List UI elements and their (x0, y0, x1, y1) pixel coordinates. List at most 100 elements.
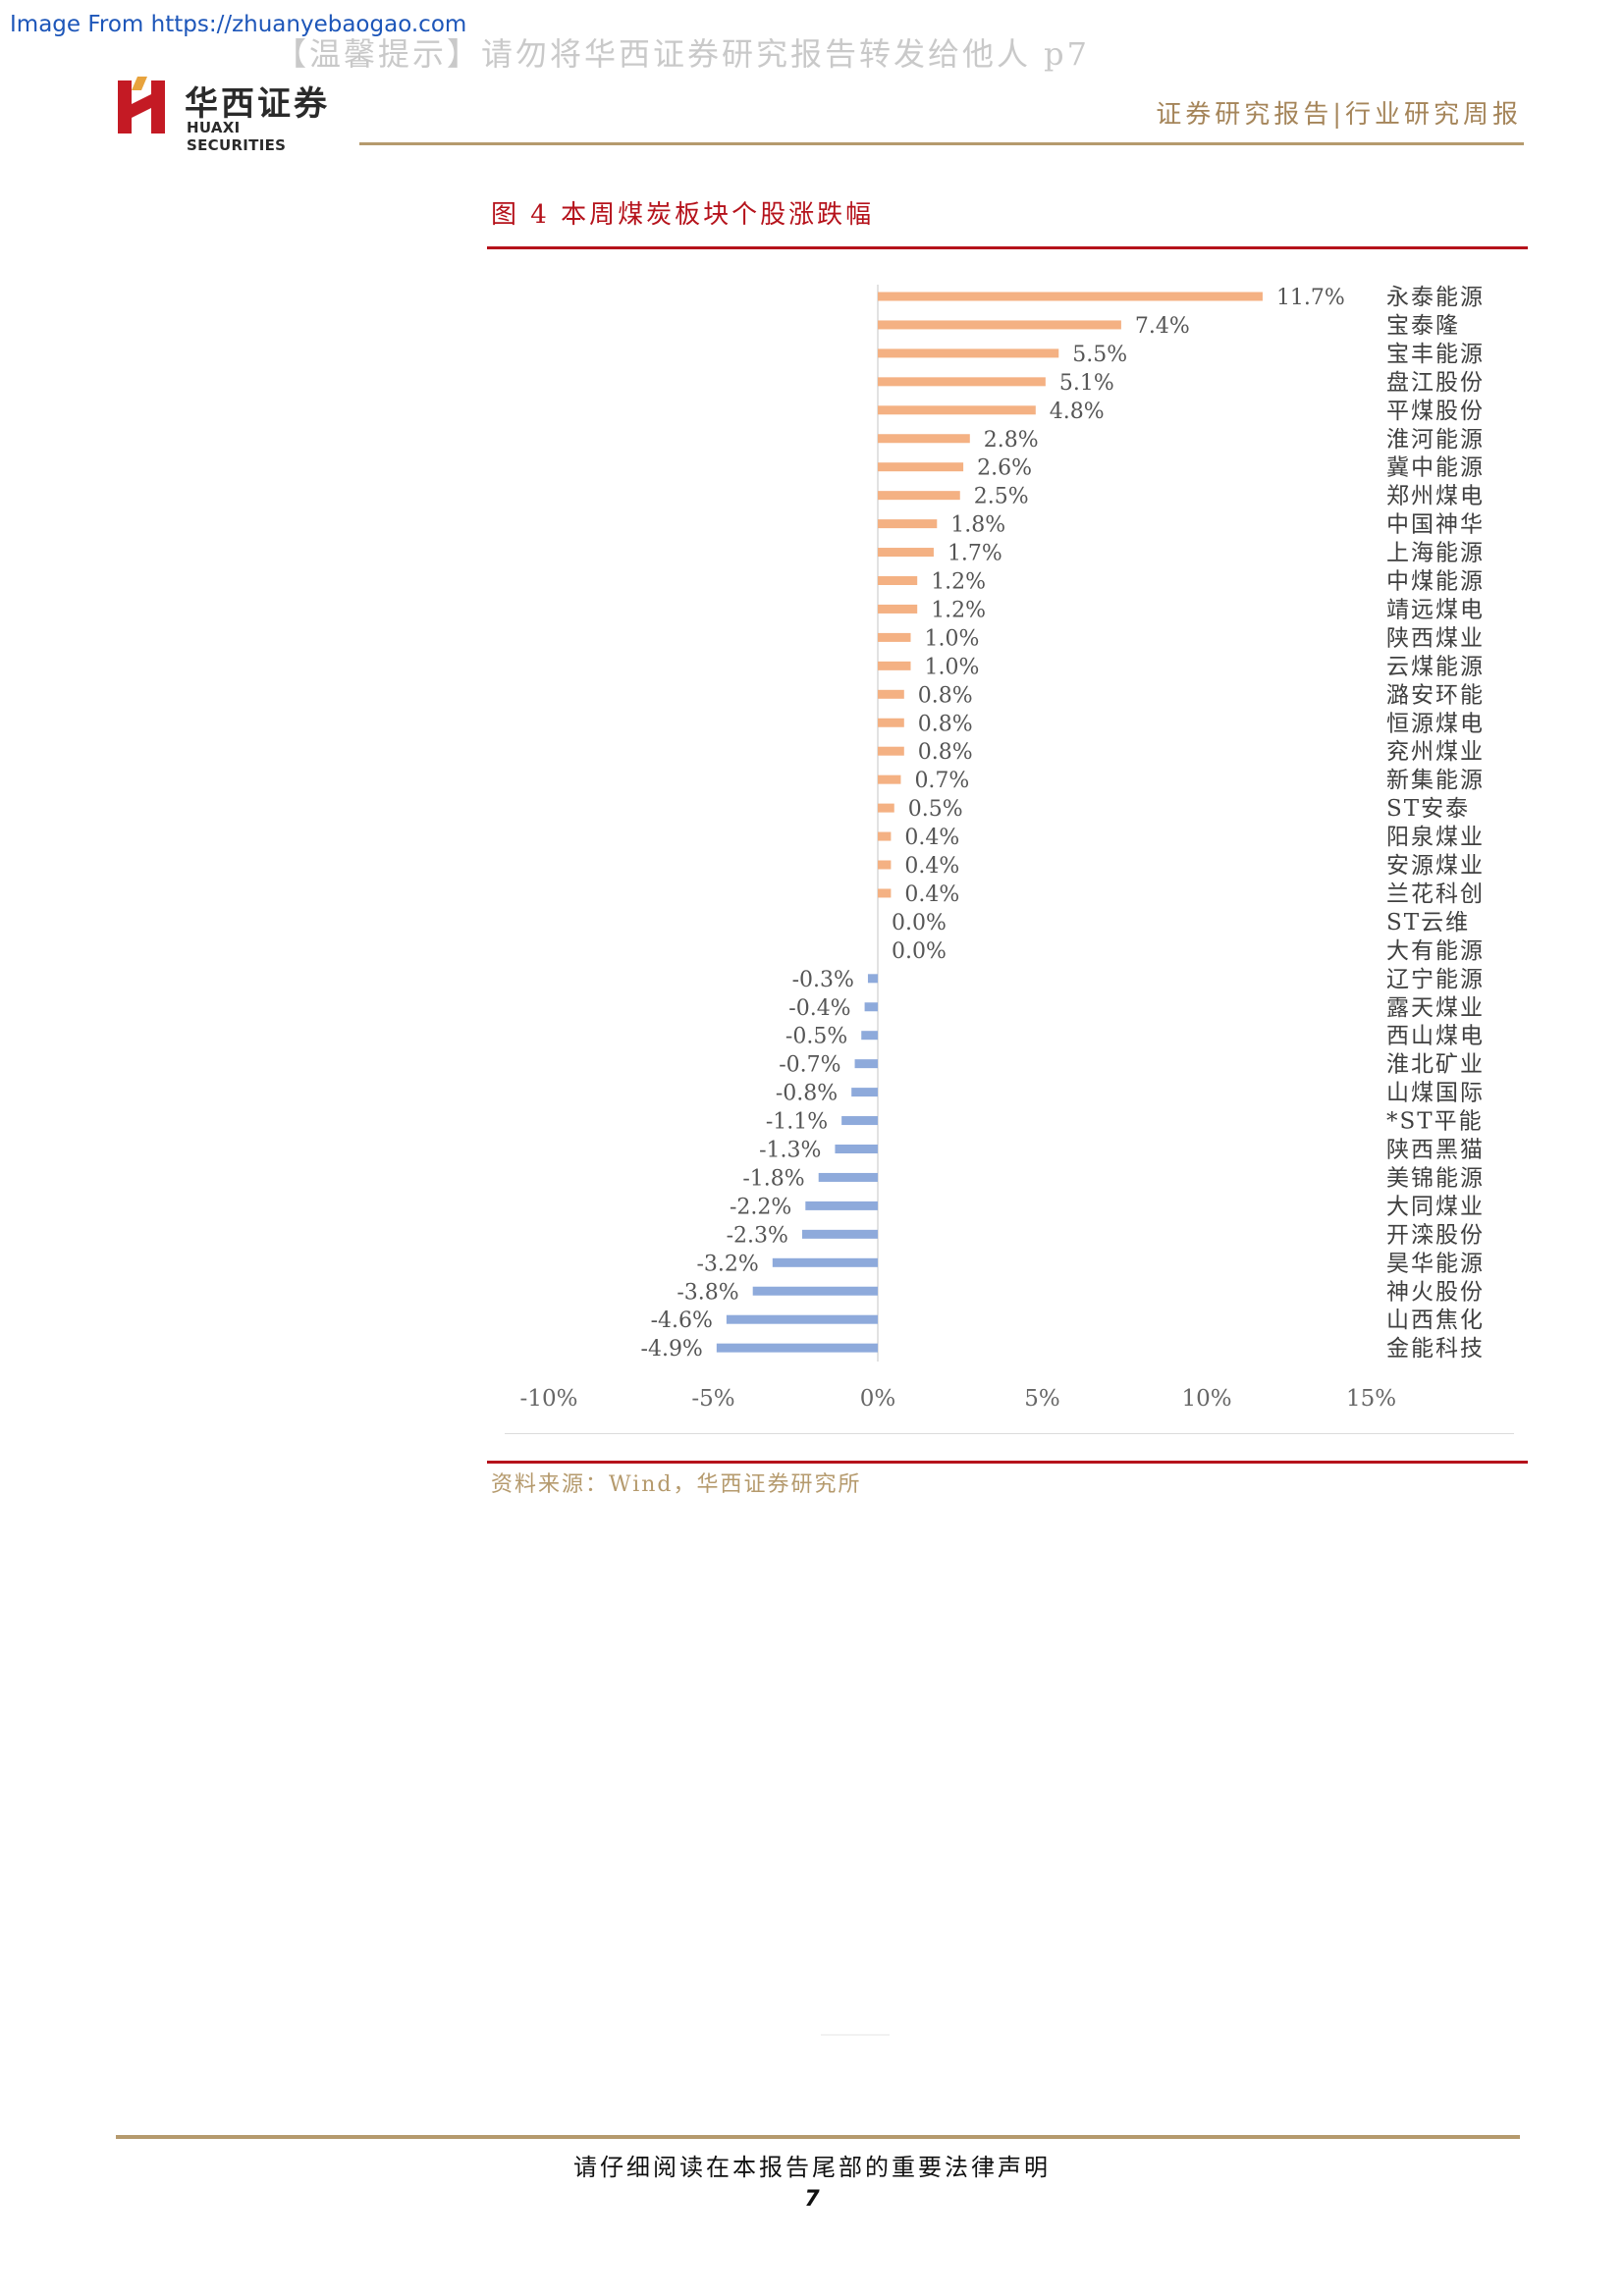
bar (878, 632, 911, 642)
data-label: 2.5% (974, 485, 1029, 509)
data-label: -1.1% (766, 1110, 828, 1135)
data-label: 4.8% (1050, 400, 1105, 424)
bar (878, 661, 911, 670)
category-label: 中国神华 (1386, 512, 1485, 538)
data-label: 0.8% (918, 683, 973, 708)
category-label: 开滦股份 (1386, 1222, 1485, 1248)
category-label: 辽宁能源 (1386, 967, 1485, 992)
data-label: 1.2% (931, 570, 986, 595)
bar (867, 974, 878, 984)
data-label: 11.7% (1276, 286, 1345, 310)
bar (716, 1343, 878, 1353)
bar (726, 1314, 878, 1324)
x-tick-label: 5% (1024, 1386, 1060, 1412)
source-watermark: Image From https://zhuanyebaogao.com (10, 12, 467, 37)
bar (878, 491, 960, 501)
data-label: 7.4% (1135, 314, 1190, 339)
data-label: -1.3% (759, 1139, 821, 1163)
category-label: 宝泰隆 (1386, 313, 1460, 339)
category-label: 中煤能源 (1386, 569, 1485, 595)
category-label: 山西焦化 (1386, 1308, 1485, 1333)
category-label: 大有能源 (1386, 938, 1485, 964)
logo-mark-icon (118, 77, 165, 133)
category-label: 郑州煤电 (1386, 484, 1485, 509)
data-label: 1.0% (925, 655, 980, 679)
bar (805, 1201, 878, 1210)
legal-notice: 请仔细阅读在本报告尾部的重要法律声明 (573, 2154, 1051, 2181)
x-tick-label: 0% (860, 1386, 896, 1412)
category-label: *ST平能 (1386, 1109, 1484, 1135)
category-label: 安源煤业 (1386, 853, 1485, 879)
bar (861, 1031, 878, 1041)
bar (854, 1059, 878, 1069)
bar (878, 462, 964, 472)
data-label: 0.4% (904, 854, 959, 879)
category-label: 神火股份 (1386, 1279, 1485, 1305)
bar (878, 746, 904, 756)
category-label: 兖州煤业 (1386, 739, 1485, 765)
bar (801, 1229, 878, 1239)
category-label: 金能科技 (1386, 1336, 1485, 1362)
page-number: 7 (804, 2187, 820, 2212)
data-label: 1.0% (925, 626, 980, 651)
category-label: ST安泰 (1386, 796, 1470, 822)
data-label: 2.6% (977, 456, 1032, 481)
figure-top-rule (487, 246, 1528, 249)
header-divider (359, 142, 1524, 145)
category-label: ST云维 (1386, 910, 1470, 935)
page-artifact (821, 2034, 890, 2036)
category-label: 陕西煤业 (1386, 625, 1485, 651)
category-label: 兰花科创 (1386, 881, 1485, 907)
figure-bottom-rule (487, 1461, 1528, 1464)
forwarding-notice: 【温馨提示】请勿将华西证券研究报告转发给他人 p7 (275, 35, 1091, 73)
bar (878, 803, 894, 813)
bar (818, 1172, 878, 1182)
category-label: 陕西黑猫 (1386, 1138, 1485, 1163)
logo-name-cn: 华西证券 (185, 84, 330, 124)
figure-title: 图 4 本周煤炭板块个股涨跌幅 (491, 200, 875, 230)
x-tick-label: 10% (1181, 1386, 1231, 1412)
data-label: -3.8% (677, 1280, 738, 1305)
bar (878, 888, 892, 898)
category-label: 上海能源 (1386, 541, 1485, 566)
data-label: -0.8% (776, 1082, 838, 1106)
bar (878, 604, 918, 614)
data-label: -0.3% (792, 968, 854, 992)
bar (878, 348, 1059, 358)
data-label: 2.8% (984, 428, 1039, 453)
data-label: -3.2% (696, 1252, 758, 1276)
bar (878, 718, 904, 727)
data-label: -4.9% (641, 1337, 703, 1362)
bar (878, 377, 1046, 387)
bar (864, 1002, 878, 1012)
data-label: -0.4% (788, 996, 850, 1021)
data-label: -1.8% (742, 1166, 804, 1191)
bar (878, 831, 892, 841)
category-label: 昊华能源 (1386, 1251, 1485, 1276)
category-label: 西山煤电 (1386, 1024, 1485, 1049)
data-label: 0.5% (908, 797, 963, 822)
bar (841, 1116, 878, 1126)
data-label: -0.7% (779, 1053, 840, 1078)
logo-name-en: HUAXI SECURITIES (187, 119, 287, 154)
category-label: 盘江股份 (1386, 370, 1485, 396)
category-label: 云煤能源 (1386, 654, 1485, 679)
data-label: 0.4% (904, 826, 959, 850)
category-label: 靖远煤电 (1386, 597, 1485, 622)
category-label: 恒源煤电 (1386, 711, 1485, 736)
data-label: 5.1% (1059, 371, 1114, 396)
category-label: 淮河能源 (1386, 427, 1485, 453)
bar (878, 434, 970, 444)
data-label: 0.7% (914, 769, 969, 793)
bar (772, 1257, 878, 1267)
data-label: 0.0% (892, 939, 947, 964)
data-label: -4.6% (651, 1308, 713, 1333)
bar (878, 292, 1263, 301)
category-label: 淮北矿业 (1386, 1052, 1485, 1078)
category-label: 永泰能源 (1386, 285, 1485, 310)
x-tick-label: -5% (691, 1386, 734, 1412)
bar (878, 576, 918, 585)
category-label: 平煤股份 (1386, 399, 1485, 424)
category-label: 冀中能源 (1386, 455, 1485, 481)
